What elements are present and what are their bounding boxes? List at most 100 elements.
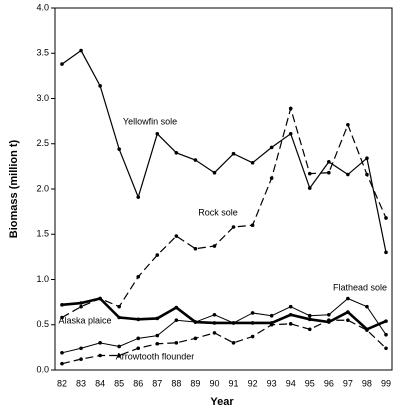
data-point — [136, 274, 141, 279]
data-point — [98, 341, 102, 345]
x-tick-label: 85 — [114, 378, 124, 388]
data-point — [231, 225, 236, 229]
x-tick-label: 91 — [229, 378, 239, 388]
series-line — [61, 319, 387, 365]
data-point — [250, 311, 255, 315]
data-point — [98, 353, 102, 358]
x-tick-label: 99 — [381, 378, 391, 388]
data-point — [79, 346, 83, 351]
series-label: Flathead sole — [333, 282, 387, 292]
data-point — [193, 158, 198, 162]
series-label: Yellowfin sole — [123, 116, 177, 126]
data-point — [288, 106, 293, 111]
data-point — [269, 313, 274, 318]
data-point — [79, 357, 83, 361]
data-point — [155, 341, 160, 346]
x-tick-label: 88 — [171, 378, 181, 388]
data-point — [288, 304, 293, 309]
data-point — [155, 253, 160, 257]
data-point — [346, 296, 350, 301]
data-point — [174, 318, 179, 323]
data-point — [174, 234, 179, 238]
y-axis-title: Biomass (million t) — [8, 139, 20, 238]
y-tick-label: 2.5 — [36, 138, 49, 148]
data-point — [346, 310, 350, 314]
data-point — [117, 344, 121, 349]
data-point — [365, 304, 369, 309]
y-tick-label: 0.5 — [36, 319, 49, 329]
y-tick-label: 4.0 — [36, 2, 49, 12]
data-point — [365, 328, 369, 332]
data-point — [231, 341, 236, 345]
x-tick-label: 92 — [248, 378, 258, 388]
y-tick-label: 1.5 — [36, 229, 49, 239]
data-point — [307, 327, 312, 332]
data-point — [327, 170, 331, 175]
y-tick-label: 3.0 — [36, 93, 49, 103]
data-point — [193, 320, 198, 324]
x-tick-label: 90 — [209, 378, 219, 388]
x-tick-label: 94 — [286, 378, 296, 388]
data-point — [384, 346, 388, 351]
series-line — [61, 297, 387, 354]
data-point — [174, 341, 179, 345]
data-point — [250, 223, 255, 227]
data-point — [288, 322, 293, 326]
data-point — [307, 313, 312, 318]
data-point — [155, 316, 160, 321]
x-tick-label: 95 — [305, 378, 315, 388]
data-point — [117, 315, 121, 320]
data-point — [307, 317, 312, 322]
data-point — [327, 312, 331, 317]
x-tick-label: 98 — [362, 378, 372, 388]
data-point — [365, 172, 369, 177]
data-point — [174, 151, 179, 155]
data-point — [193, 246, 198, 251]
series-label: Arrowtooth flounder — [116, 351, 195, 361]
data-point — [212, 312, 217, 317]
data-point — [269, 176, 274, 180]
data-point — [212, 331, 217, 335]
data-point — [79, 304, 83, 309]
y-tick-label: 2.0 — [36, 183, 49, 193]
data-point — [365, 156, 369, 161]
data-point — [136, 336, 141, 341]
data-point — [212, 170, 217, 175]
data-point — [60, 351, 64, 355]
data-point — [155, 131, 160, 136]
data-point — [117, 353, 121, 358]
data-point — [346, 318, 350, 323]
data-point — [231, 321, 236, 325]
data-point — [288, 312, 293, 317]
data-point — [212, 321, 217, 325]
data-point — [117, 147, 121, 151]
x-tick-label: 93 — [267, 378, 277, 388]
data-point — [288, 131, 293, 136]
data-point — [307, 186, 312, 190]
series-label: Alaska plaice — [58, 315, 111, 325]
y-tick-label: 0.0 — [36, 364, 49, 374]
data-point — [384, 250, 388, 255]
x-tick-label: 84 — [95, 378, 105, 388]
data-point — [193, 336, 198, 341]
data-point — [346, 172, 350, 177]
x-tick-label: 97 — [343, 378, 353, 388]
data-point — [79, 301, 83, 305]
x-axis-title: Year — [210, 396, 234, 408]
data-point — [269, 145, 274, 150]
data-point — [327, 318, 331, 323]
x-tick-label: 96 — [324, 378, 334, 388]
data-point — [327, 160, 331, 164]
data-point — [384, 332, 388, 337]
data-point — [98, 84, 102, 88]
data-point — [250, 160, 255, 165]
data-point — [250, 334, 255, 339]
x-tick-label: 87 — [152, 378, 162, 388]
data-point — [155, 333, 160, 338]
data-point — [212, 244, 217, 248]
series-line — [61, 106, 387, 319]
x-tick-label: 82 — [57, 378, 67, 388]
data-point — [136, 195, 141, 199]
y-tick-label: 1.0 — [36, 274, 49, 284]
